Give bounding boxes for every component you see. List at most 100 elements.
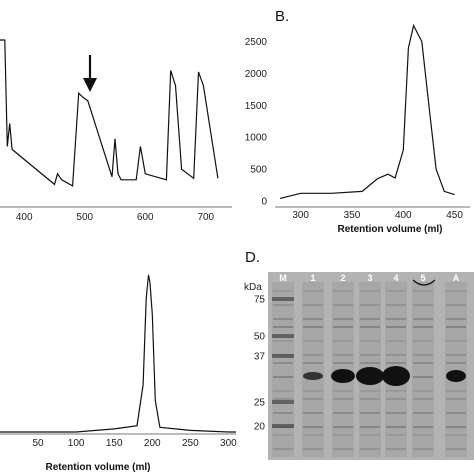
gel-marker-band (272, 400, 294, 404)
gel-faint-band (303, 354, 323, 356)
gel-marker-label: 75 (254, 295, 266, 306)
panel-b-x-tick-label: 300 (292, 210, 309, 221)
panel-c: 50 100 150 200 250 300 Retention volume (ml) (0, 274, 238, 473)
gel-main-band (303, 372, 323, 380)
panel-c-x-tick-label: 100 (68, 438, 85, 449)
gel-main-band (356, 367, 384, 385)
gel-faint-band (446, 362, 466, 364)
gel-faint-band (273, 376, 293, 378)
gel-lane (272, 282, 294, 457)
gel-faint-band (303, 448, 323, 450)
panel-b-letter: B. (275, 8, 289, 25)
gel-faint-band (386, 290, 406, 292)
panel-b-y-ticks: 0 500 1000 1500 2000 2500 (245, 37, 268, 207)
gel-faint-band (303, 434, 323, 436)
gel-faint-band (446, 290, 466, 292)
gel-faint-band (446, 448, 466, 450)
gel-faint-band (413, 290, 433, 292)
gel-bands (272, 297, 466, 428)
gel-faint-band (360, 362, 380, 364)
gel-faint-band (333, 448, 353, 450)
gel-marker-band (272, 297, 294, 301)
gel-faint-band (333, 290, 353, 292)
gel-faint-band (273, 340, 293, 342)
gel-lane-labels: M 1 2 3 4 5 A (279, 273, 460, 283)
gel-faint-band (303, 304, 323, 306)
peak-arrow-icon (83, 55, 97, 92)
gel-faint-band (333, 426, 353, 428)
gel-faint-band (413, 326, 433, 328)
gel-faint-band (360, 354, 380, 356)
panel-b-y-tick-label: 0 (261, 197, 267, 208)
gel-faint-band (360, 326, 380, 328)
gel-faint-band (413, 354, 433, 356)
gel-faint-band (273, 434, 293, 436)
panel-d: D. M 1 2 3 4 5 A kDa 75 50 37 25 20 (244, 249, 474, 460)
panel-a-x-ticks: 400 500 600 700 (16, 212, 215, 223)
gel-faint-band (360, 390, 380, 392)
gel-marker-label: 50 (254, 332, 266, 343)
gel-faint-band (303, 340, 323, 342)
gel-lane (445, 282, 467, 457)
gel-lane-label: 3 (367, 273, 372, 283)
gel-faint-band (303, 362, 323, 364)
gel-lane-label: 2 (340, 273, 345, 283)
gel-faint-band (303, 398, 323, 400)
gel-faint-band (413, 340, 433, 342)
gel-main-band (331, 369, 355, 383)
gel-faint-band (446, 412, 466, 414)
gel-main-band (382, 366, 410, 386)
gel-faint-band (273, 318, 293, 320)
gel-faint-band (303, 390, 323, 392)
gel-faint-band (386, 434, 406, 436)
gel-faint-band (303, 326, 323, 328)
panel-c-x-tick-label: 50 (33, 438, 45, 449)
gel-faint-band (413, 412, 433, 414)
gel-lane-label: 5 (420, 273, 425, 283)
gel-lane (412, 282, 434, 457)
gel-faint-band (360, 290, 380, 292)
gel-faint-band (273, 290, 293, 292)
gel-faint-band (413, 426, 433, 428)
panel-c-chromatogram-line (0, 274, 236, 433)
panel-c-x-ticks: 50 100 150 200 250 300 (33, 438, 238, 449)
panel-b: B. 0 500 1000 1500 2000 2500 300 350 400 450 Ret… (245, 8, 470, 235)
panel-b-y-tick-label: 2500 (245, 37, 268, 48)
gel-faint-band (360, 448, 380, 450)
gel-faint-band (333, 304, 353, 306)
gel-faint-band (386, 362, 406, 364)
panel-b-y-tick-label: 2000 (245, 69, 268, 80)
gel-faint-band (386, 398, 406, 400)
gel-faint-band (386, 412, 406, 414)
panel-b-x-tick-label: 450 (446, 210, 463, 221)
gel-faint-band (413, 318, 433, 320)
gel-faint-band (360, 340, 380, 342)
gel-faint-band (273, 362, 293, 364)
gel-faint-band (273, 398, 293, 400)
gel-faint-band (446, 318, 466, 320)
gel-faint-band (413, 304, 433, 306)
gel-faint-band (303, 318, 323, 320)
panel-a-chromatogram-line (0, 39, 219, 187)
gel-marker-label: 37 (254, 352, 266, 363)
gel-faint-band (446, 340, 466, 342)
gel-faint-band (333, 326, 353, 328)
gel-lane-label: 1 (310, 273, 315, 283)
gel-faint-band (413, 448, 433, 450)
gel-lane-5-arc (412, 279, 436, 286)
panel-b-y-tick-label: 1000 (245, 133, 268, 144)
gel-lane-label: M (279, 273, 287, 283)
panel-a: 400 500 600 700 (0, 39, 232, 223)
gel-marker-band (272, 424, 294, 428)
gel-faint-band (386, 326, 406, 328)
gel-faint-band (386, 448, 406, 450)
gel-faint-band (413, 376, 433, 378)
gel-faint-band (413, 390, 433, 392)
gel-faint-band (446, 434, 466, 436)
panel-d-letter: D. (245, 249, 260, 266)
gel-faint-band (360, 304, 380, 306)
gel-marker-band (272, 354, 294, 358)
gel-faint-band (386, 318, 406, 320)
gel-faint-band (386, 426, 406, 428)
